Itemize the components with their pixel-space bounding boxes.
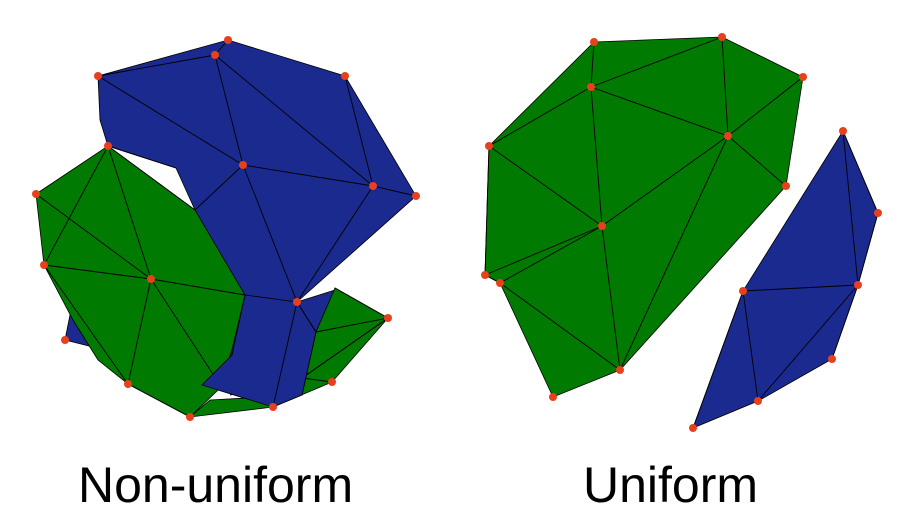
- mesh-vertex: [269, 403, 277, 411]
- mesh-vertex: [718, 33, 726, 41]
- uniform-mesh: [481, 33, 882, 432]
- mesh-vertex: [186, 413, 194, 421]
- mesh-vertex: [549, 393, 557, 401]
- blue-mesh-right: [692, 130, 879, 429]
- mesh-vertex: [874, 209, 882, 217]
- mesh-vertex: [224, 36, 232, 44]
- mesh-vertex: [239, 161, 247, 169]
- vertices-right: [481, 33, 882, 432]
- mesh-vertex: [293, 298, 301, 306]
- mesh-vertex: [782, 182, 790, 190]
- mesh-vertex: [598, 222, 606, 230]
- vertices-left: [32, 36, 420, 421]
- mesh-vertex: [724, 132, 732, 140]
- mesh-vertex: [147, 275, 155, 283]
- green-mesh-right: [484, 36, 804, 398]
- caption-non-uniform: Non-uniform: [78, 457, 354, 513]
- mesh-vertex: [587, 83, 595, 91]
- mesh-vertex: [739, 287, 747, 295]
- mesh-vertex: [689, 424, 697, 432]
- mesh-vertex: [839, 127, 847, 135]
- mesh-vertex: [412, 192, 420, 200]
- mesh-vertex: [616, 366, 624, 374]
- mesh-vertex: [124, 380, 132, 388]
- mesh-vertex: [854, 281, 862, 289]
- mesh-vertex: [496, 279, 504, 287]
- green-mesh-left: [35, 145, 246, 418]
- mesh-vertex: [211, 51, 219, 59]
- caption-uniform: Uniform: [583, 457, 759, 513]
- green-mesh-left-edges: [35, 145, 246, 418]
- non-uniform-mesh: [32, 36, 420, 421]
- blue-mesh-left-front-edges: [272, 301, 317, 408]
- mesh-vertex: [94, 72, 102, 80]
- mesh-vertex: [369, 182, 377, 190]
- mesh-vertex: [799, 73, 807, 81]
- mesh-vertex: [481, 271, 489, 279]
- mesh-vertex: [384, 314, 392, 322]
- mesh-vertex: [32, 190, 40, 198]
- mesh-vertex: [485, 142, 493, 150]
- green-mesh-right-edges: [484, 36, 804, 371]
- blue-mesh-right-edges: [692, 130, 879, 429]
- mesh-vertex: [754, 397, 762, 405]
- mesh-vertex: [104, 142, 112, 150]
- mesh-vertex: [328, 378, 336, 386]
- mesh-vertex: [61, 336, 69, 344]
- mesh-vertex: [341, 72, 349, 80]
- mesh-vertex: [828, 355, 836, 363]
- mesh-vertex: [590, 38, 598, 46]
- mesh-vertex: [40, 261, 48, 269]
- blue-mesh-left-front: [201, 294, 317, 408]
